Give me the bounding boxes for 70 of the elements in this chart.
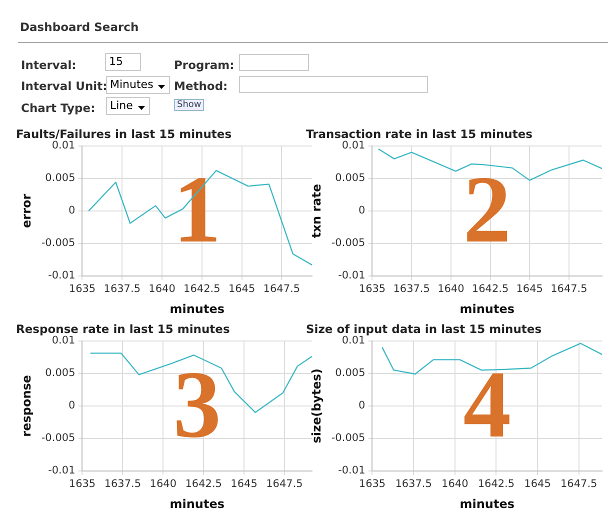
text: Interval: (21, 58, 76, 72)
annotation: 3 (173, 350, 222, 458)
text: Program: (174, 58, 234, 72)
x-tick-label: 1647.5 (560, 478, 598, 490)
x-tick-label: 1635 (68, 283, 96, 296)
y-tick-label: -0.005 (41, 432, 76, 444)
y-tick-label: -0.01 (48, 464, 76, 477)
x-tick-label: 1635 (358, 283, 386, 296)
x-tick-label: 1647.5 (550, 283, 588, 296)
text: Interval Unit: (21, 79, 108, 93)
x-axis-title: minutes (170, 496, 224, 511)
y-tick-label: -0.005 (331, 237, 366, 250)
x-tick-label: 1640 (438, 283, 464, 296)
y-tick-label: 0 (358, 204, 366, 217)
x-tick-label: 1635 (68, 478, 96, 490)
chart-title: Transaction rate in last 15 minutes (306, 126, 533, 141)
y-tick-label: -0.005 (41, 237, 76, 250)
y-axis-title: response (19, 374, 34, 437)
button: Show (174, 99, 204, 111)
y-tick-label: 0.01 (342, 334, 366, 347)
y-tick-label: 0.01 (52, 334, 76, 347)
x-axis-title: minutes (170, 302, 224, 316)
x-tick-label: 1642.5 (472, 283, 509, 296)
text: Chart Type: (21, 101, 96, 115)
dropdown: Line (106, 97, 150, 115)
x-axis-title: minutes (460, 496, 514, 511)
y-tick-label: 0.005 (335, 172, 366, 184)
y-tick-label: 0.005 (45, 367, 76, 380)
x-tick-label: 1637.5 (395, 478, 432, 490)
x-tick-label: 1635 (358, 478, 386, 490)
y-tick-label: 0.005 (45, 172, 76, 184)
y-tick-label: 0.005 (335, 367, 366, 380)
x-tick-label: 1645 (228, 283, 256, 296)
x-tick-label: 1640 (150, 478, 177, 490)
x-tick-label: 1637.5 (104, 478, 142, 490)
chart-title: Response rate in last 15 minutes (16, 322, 230, 336)
y-tick-label: -0.01 (48, 270, 76, 282)
x-tick-label: 1642.5 (185, 478, 222, 490)
x-tick-label: 1640 (442, 478, 468, 490)
annotation: 4 (463, 350, 512, 458)
x-tick-label: 1645 (524, 478, 551, 490)
annotation: 2 (463, 156, 512, 263)
x-tick-label: 1640 (148, 283, 176, 296)
y-axis-title: error (19, 194, 34, 228)
y-axis-title: size(bytes) (309, 368, 324, 444)
y-tick-label: -0.01 (338, 270, 366, 282)
chart-title: Size of input data in last 15 minutes (306, 322, 542, 336)
x-tick-label: 1637.5 (393, 283, 430, 296)
dropdown: Minutes (106, 76, 170, 94)
y-tick-label: -0.01 (338, 464, 366, 477)
x-tick-label: 1645 (516, 283, 543, 296)
text-field: 15 (105, 53, 141, 71)
y-tick-label: 0.01 (342, 140, 366, 152)
annotation: 1 (173, 156, 222, 263)
y-tick-label: 0 (358, 400, 366, 412)
text: Method: (174, 79, 228, 93)
x-tick-label: 1642.5 (478, 478, 515, 490)
y-tick-label: -0.005 (331, 432, 366, 444)
chart-title: Faults/Failures in last 15 minutes (16, 126, 232, 141)
x-tick-label: 1645 (230, 478, 258, 490)
x-tick-label: 1647.5 (263, 283, 300, 296)
y-tick-label: 0 (68, 204, 76, 217)
x-tick-label: 1647.5 (266, 478, 303, 490)
y-tick-label: 0 (68, 400, 76, 412)
x-axis-title: minutes (460, 302, 514, 316)
y-tick-label: 0.01 (52, 140, 76, 152)
text: Dashboard Search (20, 20, 139, 34)
x-tick-label: 1642.5 (184, 283, 220, 296)
y-axis-title: txn rate (309, 184, 324, 238)
x-tick-label: 1637.5 (104, 283, 141, 296)
